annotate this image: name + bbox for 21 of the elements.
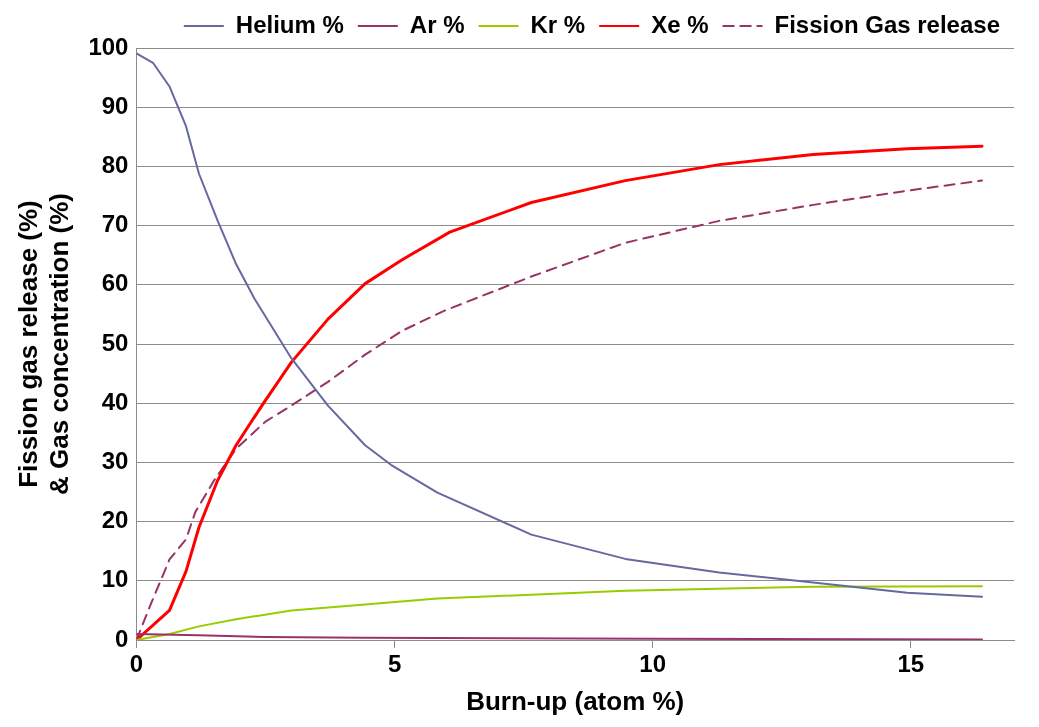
x-tick-label: 5	[387, 650, 402, 678]
legend-label: Xe %	[651, 10, 709, 38]
legend-label: Fission Gas release	[774, 10, 1001, 38]
y-tick-label: 100	[88, 32, 129, 60]
y-tick-label: 90	[101, 91, 129, 119]
y-tick-label: 30	[101, 447, 129, 475]
y-tick-label: 50	[101, 328, 129, 356]
legend-label: Kr %	[530, 10, 586, 38]
y-axis-title: Fission gas release (%) & Gas concentration (%)	[12, 193, 74, 495]
y-tick-label: 20	[101, 506, 129, 534]
legend-label: Helium %	[235, 10, 344, 38]
x-tick-label: 15	[897, 650, 925, 678]
x-tick-label: 10	[639, 650, 666, 678]
y-tick-label: 10	[101, 565, 129, 593]
y-tick-label: 40	[101, 387, 129, 415]
y-tick-label: 0	[115, 624, 129, 652]
legend-label: Ar %	[409, 10, 465, 38]
y-tick-label: 60	[101, 269, 129, 297]
y-tick-label: 70	[101, 210, 129, 238]
x-axis-title: Burn-up (atom %)	[466, 685, 685, 716]
y-tick-label: 80	[101, 151, 129, 179]
